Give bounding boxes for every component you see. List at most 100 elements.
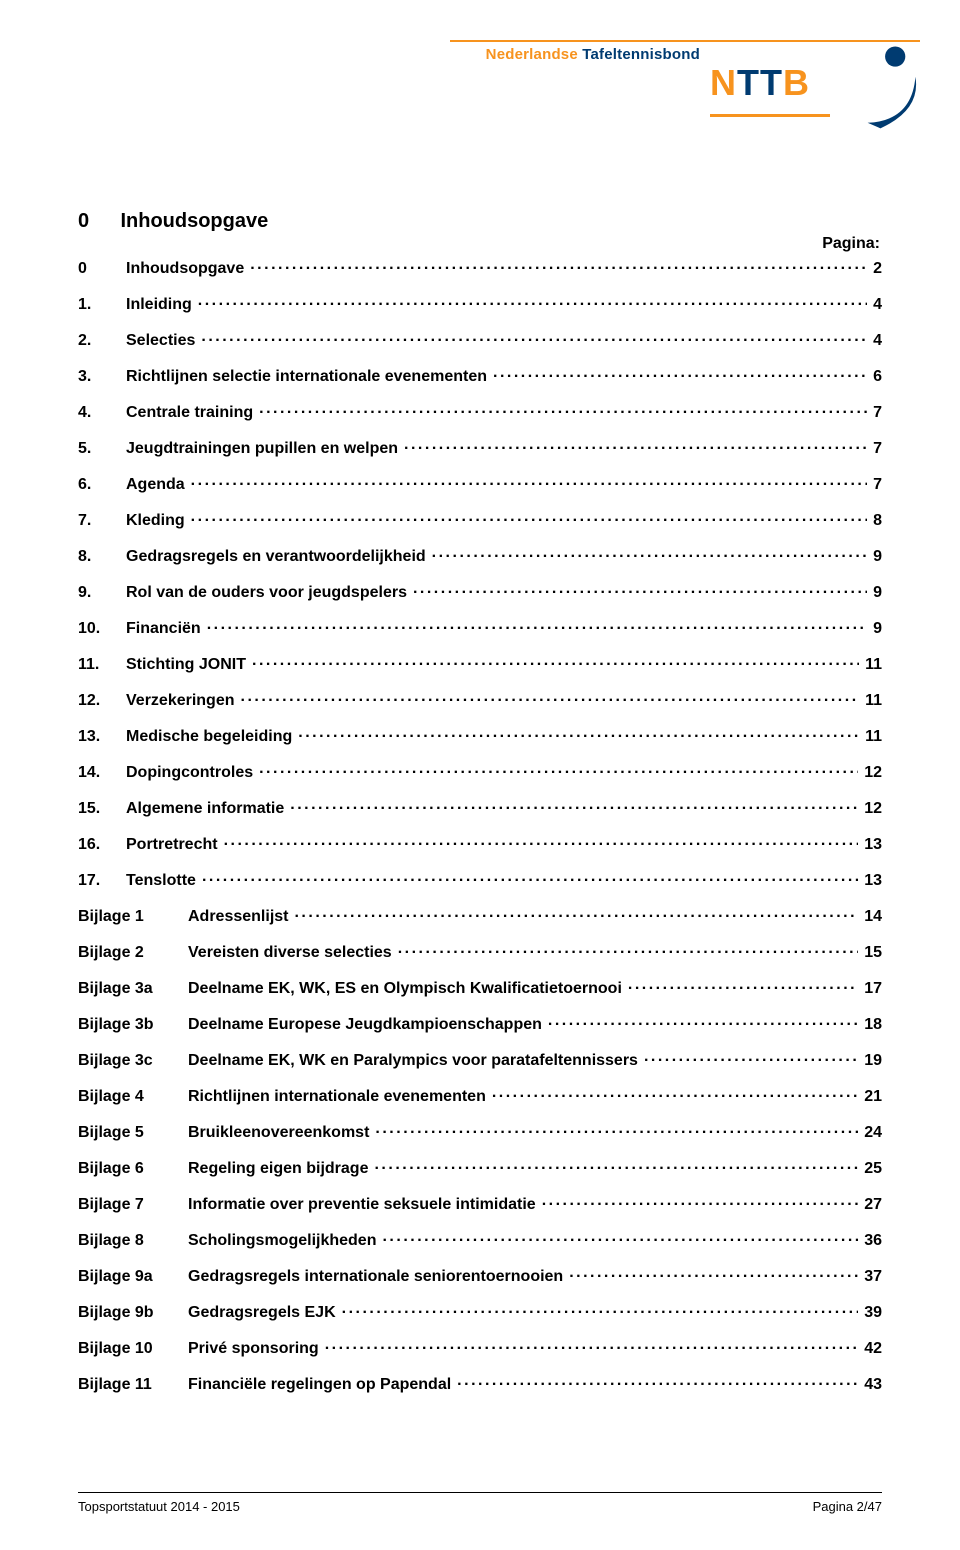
page-title-row: 0 Inhoudsopgave	[78, 210, 882, 233]
toc-prefix: Bijlage 3c	[78, 1053, 188, 1069]
toc-leader-dots	[191, 511, 867, 525]
toc-leader-dots	[342, 1303, 859, 1317]
toc-label: Scholingsmogelijkheden	[188, 1233, 382, 1249]
toc-line: Bijlage 10Privé sponsoring42	[78, 1339, 882, 1357]
toc-leader-dots	[202, 871, 858, 885]
logo-letters: NTTB	[710, 62, 810, 103]
toc-line: Bijlage 11Financiële regelingen op Papen…	[78, 1375, 882, 1393]
toc-leader-dots	[644, 1051, 858, 1065]
toc-page-number: 7	[867, 477, 882, 493]
federation-name: Nederlandse Tafeltennisbond	[486, 46, 700, 63]
logo-swoosh-icon	[840, 40, 932, 132]
toc-line: Bijlage 9bGedragsregels EJK 39	[78, 1303, 882, 1321]
logo-letter-b: B	[783, 62, 810, 103]
toc-line: 6.Agenda7	[78, 475, 882, 493]
toc-leader-dots	[548, 1015, 858, 1029]
toc-label: Inhoudsopgave	[126, 261, 250, 277]
toc-leader-dots	[252, 655, 859, 669]
toc-page-number: 24	[858, 1125, 882, 1141]
federation-name-part1: Nederlandse	[486, 46, 583, 63]
toc-label: Medische begeleiding	[126, 729, 298, 745]
toc-leader-dots	[542, 1195, 859, 1209]
toc-leader-dots	[325, 1339, 859, 1353]
toc-label: Algemene informatie	[126, 801, 290, 817]
toc-page-number: 43	[858, 1377, 882, 1393]
toc-prefix: Bijlage 2	[78, 945, 188, 961]
footer-right: Pagina 2/47	[813, 1499, 882, 1514]
toc-leader-dots	[250, 259, 867, 273]
toc-page-number: 25	[858, 1161, 882, 1177]
toc-page-number: 7	[867, 441, 882, 457]
toc-page-number: 37	[858, 1269, 882, 1285]
toc-leader-dots	[375, 1123, 858, 1137]
toc-line: 14.Dopingcontroles12	[78, 763, 882, 781]
toc-prefix: Bijlage 10	[78, 1341, 188, 1357]
toc-line: 15.Algemene informatie12	[78, 799, 882, 817]
toc-leader-dots	[492, 1087, 858, 1101]
toc-leader-dots	[413, 583, 867, 597]
toc-line: 0Inhoudsopgave2	[78, 259, 882, 277]
toc-label: Bruikleenovereenkomst	[188, 1125, 375, 1141]
toc-page-number: 12	[858, 801, 882, 817]
toc-label: Rol van de ouders voor jeugdspelers	[126, 585, 413, 601]
toc-prefix: Bijlage 6	[78, 1161, 188, 1177]
toc-line: Bijlage 3cDeelname EK, WK en Paralympics…	[78, 1051, 882, 1069]
toc-leader-dots	[294, 907, 858, 921]
toc-label: Financiële regelingen op Papendal	[188, 1377, 457, 1393]
toc-page-number: 11	[859, 657, 882, 673]
toc-page-number: 36	[858, 1233, 882, 1249]
toc-label: Gedragsregels en verantwoordelijkheid	[126, 549, 432, 565]
page-title: Inhoudsopgave	[120, 210, 268, 232]
toc-line: 4.Centrale training7	[78, 403, 882, 421]
toc-page-number: 2	[867, 261, 882, 277]
toc-page-number: 39	[858, 1305, 882, 1321]
toc-page-number: 13	[858, 837, 882, 853]
toc-label: Vereisten diverse selecties	[188, 945, 398, 961]
toc-label: Gedragsregels EJK	[188, 1305, 342, 1321]
toc-page-number: 12	[858, 765, 882, 781]
document-page: Nederlandse Tafeltennisbond NTTB 0 Inhou…	[0, 0, 960, 1550]
toc-label: Tenslotte	[126, 873, 202, 889]
toc-leader-dots	[493, 367, 867, 381]
toc-label: Deelname EK, WK en Paralympics voor para…	[188, 1053, 644, 1069]
toc-label: Regeling eigen bijdrage	[188, 1161, 374, 1177]
logo-letter-n: N	[710, 62, 737, 103]
toc-prefix: Bijlage 3a	[78, 981, 188, 997]
toc-page-number: 9	[867, 585, 882, 601]
toc-page-number: 4	[867, 297, 882, 313]
toc-label: Jeugdtrainingen pupillen en welpen	[126, 441, 404, 457]
toc-leader-dots	[398, 943, 859, 957]
toc-page-number: 15	[858, 945, 882, 961]
toc-leader-dots	[404, 439, 867, 453]
toc-label: Selecties	[126, 333, 201, 349]
toc-line: 1.Inleiding4	[78, 295, 882, 313]
toc-label: Gedragsregels internationale seniorentoe…	[188, 1269, 569, 1285]
logo-letter-tt: TT	[737, 62, 783, 103]
toc-prefix: Bijlage 1	[78, 909, 188, 925]
toc-leader-dots	[259, 763, 858, 777]
toc-line: Bijlage 3bDeelname Europese Jeugdkampioe…	[78, 1015, 882, 1033]
toc-prefix: Bijlage 9b	[78, 1305, 188, 1321]
toc-label: Informatie over preventie seksuele intim…	[188, 1197, 542, 1213]
toc-number: 3.	[78, 369, 126, 385]
toc-page-number: 11	[859, 693, 882, 709]
toc-leader-dots	[224, 835, 859, 849]
toc-page-number: 6	[867, 369, 882, 385]
toc-leader-dots	[374, 1159, 858, 1173]
toc-leader-dots	[298, 727, 859, 741]
toc-leader-dots	[198, 295, 867, 309]
page-footer: Topsportstatuut 2014 - 2015 Pagina 2/47	[78, 1492, 882, 1514]
toc-label: Deelname EK, WK, ES en Olympisch Kwalifi…	[188, 981, 628, 997]
footer-left: Topsportstatuut 2014 - 2015	[78, 1499, 240, 1514]
toc-line: 5.Jeugdtrainingen pupillen en welpen7	[78, 439, 882, 457]
toc-leader-dots	[457, 1375, 858, 1389]
toc-page-number: 13	[858, 873, 882, 889]
toc-label: Verzekeringen	[126, 693, 241, 709]
toc-line: Bijlage 7Informatie over preventie seksu…	[78, 1195, 882, 1213]
toc-number: 7.	[78, 513, 126, 529]
toc-number: 1.	[78, 297, 126, 313]
toc-number: 16.	[78, 837, 126, 853]
toc-line: Bijlage 1Adressenlijst14	[78, 907, 882, 925]
toc-number: 6.	[78, 477, 126, 493]
toc-prefix: Bijlage 7	[78, 1197, 188, 1213]
